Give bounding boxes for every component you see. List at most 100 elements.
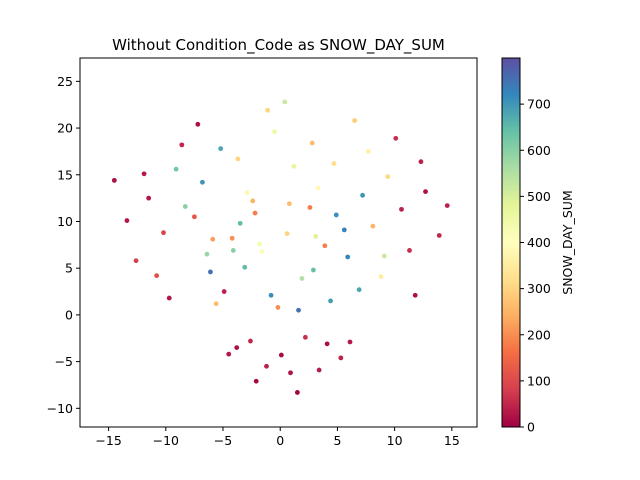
scatter-point [352, 118, 357, 123]
plot-frame [79, 57, 478, 428]
y-axis: −10 −5 0 5 10 15 20 25 [47, 74, 80, 416]
scatter-point [182, 204, 188, 209]
scatter-point [265, 107, 271, 113]
colorbar-tick-label: 400 [527, 235, 551, 250]
x-tick-label: 0 [276, 433, 284, 448]
colorbar-label: SNOW_DAY_SUM [560, 190, 575, 294]
scatter-point [161, 230, 166, 236]
scatter-points [111, 99, 450, 395]
scatter-point [378, 274, 384, 279]
scatter-point [307, 205, 313, 210]
scatter-point [244, 190, 250, 195]
x-tick-label: 5 [333, 433, 341, 448]
colorbar-tick-label: 0 [527, 420, 535, 435]
scatter-point [296, 307, 301, 313]
scatter-point [284, 231, 290, 237]
scatter-point [302, 334, 308, 340]
scatter-point [173, 166, 179, 172]
colorbar-tick-label: 700 [527, 97, 551, 112]
y-tick-label: 25 [57, 74, 73, 89]
scatter-point [282, 99, 288, 105]
chart-title: Without Condition_Code as SNOW_DAY_SUM [112, 36, 445, 55]
colorbar-tick-label: 100 [527, 373, 551, 388]
scatter-point [347, 339, 353, 345]
scatter-point [204, 251, 210, 257]
scatter-point [192, 214, 197, 220]
colorbar-axis: 0 100 200 300 400 500 600 700 [520, 97, 551, 435]
scatter-point [252, 210, 258, 216]
scatter-point [234, 345, 240, 350]
y-tick-label: 20 [57, 121, 73, 136]
x-tick-label: −15 [95, 433, 121, 448]
scatter-point [385, 174, 391, 180]
scatter-point [253, 378, 259, 384]
scatter-point [370, 223, 376, 229]
scatter-point [237, 220, 243, 226]
scatter-point [322, 243, 328, 249]
scatter-point [208, 269, 213, 275]
scatter-point [356, 287, 362, 293]
x-tick-label: −5 [214, 433, 232, 448]
scatter-point [381, 253, 387, 259]
scatter-point [338, 355, 344, 361]
scatter-point [221, 289, 227, 294]
colorbar-tick-label: 300 [527, 281, 551, 296]
scatter-point [166, 295, 172, 301]
colorbar-tick-label: 600 [527, 143, 551, 158]
colorbar-tick-label: 200 [527, 327, 551, 342]
scatter-point [213, 301, 219, 307]
scatter-point [393, 135, 399, 141]
scatter-point [124, 218, 130, 223]
scatter-point [309, 140, 315, 146]
scatter-point [333, 212, 339, 218]
scatter-point [436, 233, 442, 238]
scatter-point [230, 248, 236, 253]
scatter-point [331, 161, 337, 166]
scatter-point [286, 201, 292, 207]
scatter-point [210, 236, 216, 242]
scatter-point [235, 156, 241, 162]
scatter-point [141, 171, 147, 177]
y-tick-label: 10 [57, 214, 73, 229]
scatter-point [264, 363, 269, 369]
y-tick-label: 5 [65, 261, 73, 276]
scatter-point [111, 177, 117, 183]
scatter-point [313, 234, 319, 239]
colorbar [501, 57, 521, 428]
scatter-point [365, 149, 371, 154]
x-axis: −15 −10 −5 0 5 10 15 [95, 427, 460, 448]
scatter-point [341, 227, 347, 233]
scatter-point [275, 305, 281, 310]
y-tick-label: −5 [55, 354, 73, 369]
scatter-point [218, 146, 224, 152]
y-tick-label: −10 [47, 401, 73, 416]
scatter-point [328, 298, 333, 304]
y-tick-label: 15 [57, 167, 73, 182]
scatter-point [133, 258, 139, 264]
scatter-point [407, 248, 412, 253]
scatter-point [278, 352, 284, 358]
scatter-point [272, 129, 277, 135]
scatter-point [360, 192, 365, 198]
scatter-point [310, 267, 316, 273]
scatter-point [423, 189, 428, 194]
scatter-point [316, 367, 322, 373]
scatter-point [291, 163, 297, 169]
scatter-point [146, 195, 152, 201]
scatter-point [399, 206, 404, 212]
scatter-point [324, 341, 330, 347]
scatter-point [345, 254, 351, 260]
scatter-point [250, 198, 256, 204]
scatter-point [299, 276, 305, 281]
scatter-point [444, 203, 450, 209]
x-tick-label: −10 [153, 433, 179, 448]
scatter-point [288, 370, 293, 376]
x-tick-label: 10 [387, 433, 403, 448]
y-tick-label: 0 [65, 307, 73, 322]
scatter-point [242, 264, 248, 270]
scatter-point [259, 248, 265, 254]
scatter-point [229, 235, 235, 241]
scatter-point [257, 241, 263, 247]
scatter-point [200, 179, 205, 185]
